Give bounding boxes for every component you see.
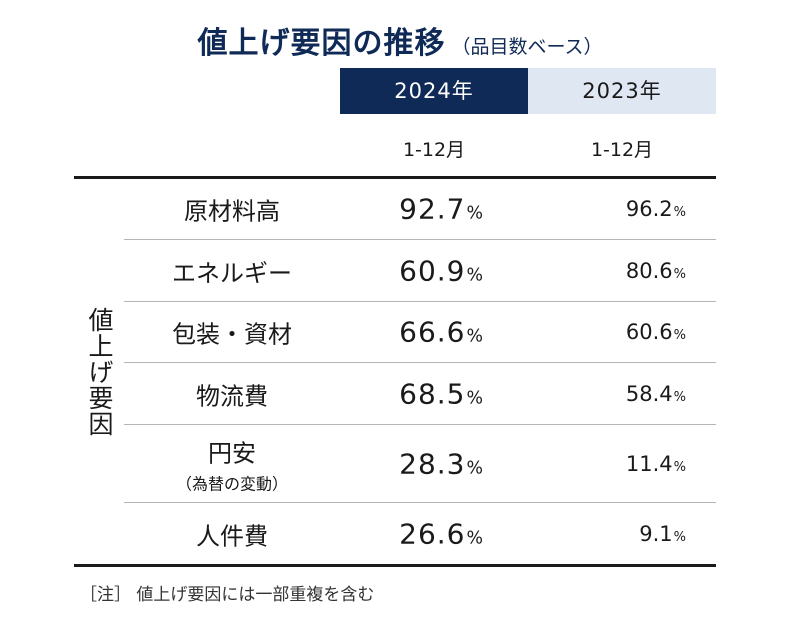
percent-sign: %	[466, 528, 484, 548]
factor-name-text: 人件費	[196, 522, 268, 550]
table-row: 包装・資材 66.6% 60.6%	[124, 302, 716, 363]
value-2024: 26.6%	[399, 517, 484, 550]
factor-name-text: 物流費	[196, 382, 268, 410]
value-2023: 11.4%	[626, 452, 686, 476]
chart-title: 値上げ要因の推移 （品目数ベース）	[0, 18, 800, 62]
percent-sign: %	[673, 459, 686, 475]
factor-name: 物流費	[124, 376, 340, 411]
table-row: 原材料高 92.7% 96.2%	[124, 179, 716, 240]
value-2023: 9.1%	[639, 522, 686, 546]
value-2024: 66.6%	[399, 316, 484, 349]
factor-name-text: エネルギー	[172, 259, 292, 287]
table-row: エネルギー 60.9% 80.6%	[124, 240, 716, 302]
factor-name: エネルギー	[124, 253, 340, 288]
table-top-rule	[74, 176, 716, 179]
footnote: ［注］ 値上げ要因には一部重複を含む	[80, 585, 375, 605]
table-row: 人件費 26.6% 9.1%	[124, 503, 716, 564]
value-2023: 96.2%	[626, 197, 686, 221]
value-2024: 68.5%	[399, 377, 484, 410]
percent-sign: %	[466, 265, 484, 285]
table-row: 円安 （為替の変動） 28.3% 11.4%	[124, 425, 716, 503]
percent-sign: %	[466, 388, 484, 408]
factor-note: （為替の変動）	[175, 474, 288, 493]
percent-sign: %	[673, 389, 686, 405]
percent-sign: %	[673, 266, 686, 282]
value-2024-number: 92.7	[399, 192, 466, 226]
value-2023-number: 60.6	[625, 320, 673, 344]
factor-name: 原材料高	[124, 192, 340, 227]
value-2024-number: 60.9	[399, 254, 466, 287]
factor-name: 包装・資材	[124, 315, 340, 350]
table-bottom-rule	[74, 564, 716, 567]
value-2024-number: 28.3	[399, 447, 466, 480]
percent-sign: %	[466, 326, 484, 347]
table-row: 物流費 68.5% 58.4%	[124, 363, 716, 425]
value-2023-number: 80.6	[625, 258, 673, 283]
value-2023-number: 9.1	[639, 521, 673, 546]
value-2024: 60.9%	[399, 254, 484, 287]
value-2023-number: 58.4	[625, 381, 673, 406]
factor-name-text: 円安	[208, 439, 256, 467]
value-2024-number: 26.6	[399, 517, 466, 550]
value-2023-number: 96.2	[625, 197, 673, 221]
factor-name: 円安 （為替の変動）	[124, 433, 340, 494]
percent-sign: %	[466, 203, 484, 224]
value-2023: 58.4%	[626, 382, 686, 406]
factor-name-text: 包装・資材	[172, 320, 292, 349]
value-2023-number: 11.4	[625, 451, 673, 476]
period-label-2023: 1-12月	[590, 139, 654, 161]
value-2024-number: 66.6	[399, 315, 466, 349]
factor-name-text: 原材料高	[184, 197, 280, 226]
value-2024: 28.3%	[399, 447, 484, 480]
title-main: 値上げ要因の推移	[197, 26, 446, 61]
percent-sign: %	[673, 328, 686, 343]
percent-sign: %	[466, 458, 484, 478]
value-2023: 80.6%	[626, 259, 686, 283]
column-header-2024: 2024年	[340, 68, 528, 114]
title-sub: （品目数ベース）	[451, 36, 603, 58]
column-header-2023: 2023年	[528, 68, 716, 114]
row-group-label-text: 値上げ要因	[85, 306, 114, 437]
percent-sign: %	[673, 529, 686, 545]
value-2024: 92.7%	[399, 193, 484, 226]
value-2024-number: 68.5	[399, 377, 466, 410]
period-label-2024: 1-12月	[402, 139, 466, 161]
value-2023: 60.6%	[626, 320, 686, 344]
factor-name: 人件費	[124, 516, 340, 551]
row-group-label: 値上げ要因	[74, 179, 124, 564]
percent-sign: %	[673, 205, 686, 220]
